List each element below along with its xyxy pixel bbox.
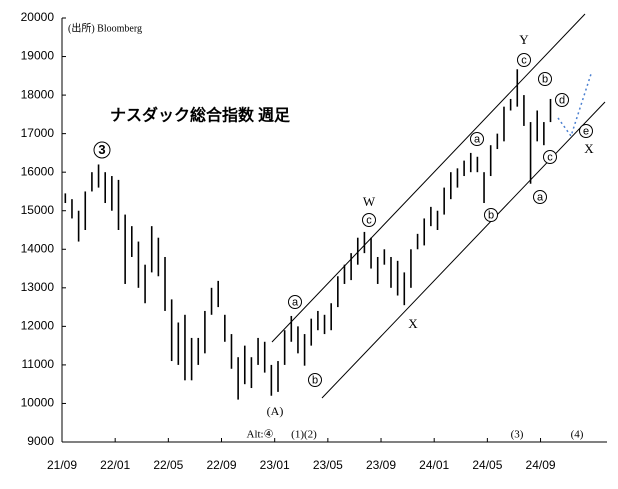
x-tick-label: 21/09 — [47, 458, 77, 472]
wave-label: b — [488, 209, 494, 221]
circled-label: e — [579, 124, 593, 138]
circled-label: a — [533, 190, 547, 204]
wave-label: b — [312, 374, 318, 386]
y-tick-label: 15000 — [21, 203, 55, 217]
wave-label: a — [474, 133, 481, 145]
y-tick-label: 11000 — [22, 357, 55, 371]
wave-label: b — [542, 73, 548, 85]
y-tick-label: 17000 — [21, 126, 55, 140]
label-circle — [470, 132, 484, 146]
circled-label: a — [288, 295, 302, 309]
label-circle — [517, 53, 531, 67]
y-tick-label: 10000 — [21, 396, 55, 410]
circled-label: 3 — [93, 141, 111, 159]
label-circle — [93, 141, 111, 159]
label-circle — [555, 93, 569, 107]
circled-label: d — [555, 93, 569, 107]
circled-label: c — [362, 213, 376, 227]
label-circle — [538, 72, 552, 86]
circled-label: b — [538, 72, 552, 86]
y-tick-label: 13000 — [21, 280, 55, 294]
x-tick-label: 23/01 — [260, 458, 290, 472]
wave-label: c — [547, 151, 553, 163]
circled-label: a — [470, 132, 484, 146]
label-circle — [362, 213, 376, 227]
channel-upper — [271, 13, 586, 343]
wave-label: (A) — [267, 404, 284, 418]
wave-label: W — [363, 194, 376, 209]
wave-label: (1)(2) — [291, 429, 317, 441]
circled-label: c — [517, 53, 531, 67]
label-circle — [579, 124, 593, 138]
wave-label: Alt:④ — [247, 429, 274, 441]
y-tick-label: 20000 — [21, 10, 55, 24]
x-tick-label: 22/09 — [206, 458, 236, 472]
source: (出所) Bloomberg — [68, 21, 142, 34]
projection — [557, 73, 592, 138]
label-circle — [533, 190, 547, 204]
y-tick-label: 14000 — [21, 241, 55, 255]
wave-label: a — [292, 296, 299, 308]
wave-label: X — [584, 141, 594, 156]
y-tick-label: 19000 — [21, 49, 55, 63]
channel-lower — [321, 101, 606, 399]
x-tick-label: 23/05 — [313, 458, 343, 472]
y-tick-label: 12000 — [21, 319, 55, 333]
x-tick-label: 24/05 — [472, 458, 502, 472]
x-tick-label: 24/01 — [419, 458, 449, 472]
wave-label: a — [537, 191, 544, 203]
wave-label: c — [366, 214, 372, 226]
wave-label: e — [583, 125, 589, 137]
wave-label: (4) — [571, 429, 584, 441]
label-circle — [484, 208, 498, 222]
x-tick-label: 23/09 — [366, 458, 396, 472]
circled-label: c — [543, 150, 557, 164]
y-tick-label: 16000 — [21, 164, 55, 178]
label-circle — [543, 150, 557, 164]
chart-title: ナスダック総合指数 週足 — [110, 106, 291, 125]
wave-label: Y — [519, 32, 529, 47]
x-tick-label: 22/01 — [100, 458, 130, 472]
circled-label: b — [308, 373, 322, 387]
y-tick-label: 18000 — [21, 87, 55, 101]
wave-label: X — [408, 316, 418, 331]
wave-label: d — [559, 94, 565, 106]
x-tick-label: 22/05 — [153, 458, 183, 472]
wave-label: c — [521, 54, 527, 66]
y-tick-label: 9000 — [27, 434, 54, 448]
x-tick-label: 24/09 — [526, 458, 556, 472]
circled-label: b — [484, 208, 498, 222]
label-circle — [308, 373, 322, 387]
label-circle — [288, 295, 302, 309]
wave-label: 3 — [98, 142, 105, 157]
wave-label: (3) — [511, 429, 524, 441]
